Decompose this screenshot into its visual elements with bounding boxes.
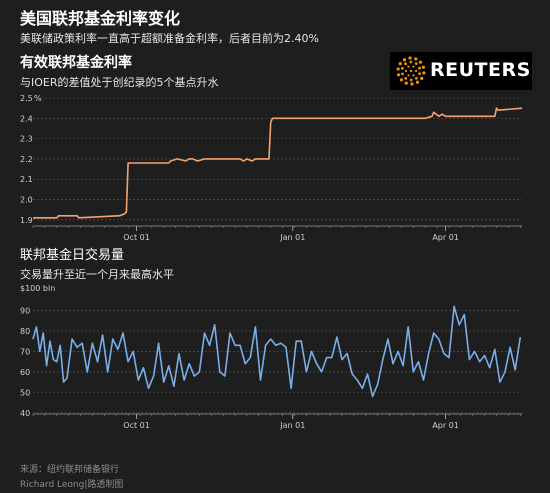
logo-dot bbox=[407, 65, 410, 68]
rate-xtick-label: Apr 01 bbox=[432, 233, 459, 242]
volume-ytick-label: 40 bbox=[20, 409, 30, 418]
chart2-subtitle: 交易量升至近一个月来最高水平 bbox=[20, 268, 174, 281]
chart1-subtitle: 与IOER的差值处于创纪录的5个基点升水 bbox=[20, 76, 219, 89]
logo-dot bbox=[418, 72, 421, 76]
rate-series-line bbox=[33, 107, 523, 219]
volume-xtick-label: Jan 01 bbox=[279, 421, 305, 430]
logo-dot bbox=[421, 65, 426, 69]
logo-dot bbox=[401, 66, 404, 70]
logo-dot bbox=[404, 81, 408, 85]
logo-dot bbox=[415, 80, 420, 84]
reuters-logo-text: REUTERS bbox=[430, 59, 531, 81]
logo-dot bbox=[414, 62, 418, 66]
reuters-logo: REUTERS bbox=[390, 52, 532, 90]
source-note: 来源：纽约联邦储备银行 bbox=[20, 465, 120, 475]
chart1-title: 有效联邦基金利率 bbox=[20, 55, 132, 71]
logo-dot bbox=[414, 69, 418, 73]
volume-unit-label: $100 bln bbox=[20, 284, 55, 293]
reuters-dot-sphere-icon bbox=[396, 56, 426, 86]
rate-xtick-label: Jan 01 bbox=[279, 233, 305, 242]
rate-ytick-label: 2.0 bbox=[20, 196, 33, 205]
chart2-title: 联邦基金日交易量 bbox=[20, 248, 125, 263]
logo-dot bbox=[420, 76, 424, 80]
rate-ytick-label: 1.9 bbox=[20, 216, 33, 225]
rate-ytick-label: 2.2 bbox=[20, 155, 33, 164]
logo-dot bbox=[409, 69, 413, 73]
logo-dot bbox=[404, 69, 408, 73]
volume-xtick-label: Apr 01 bbox=[432, 421, 459, 430]
rate-ytick-label: 2.4 bbox=[20, 114, 33, 123]
rate-ytick-label: 2.1 bbox=[20, 175, 33, 184]
volume-xtick-label: Oct 01 bbox=[123, 421, 150, 430]
rate-xtick-label: Oct 01 bbox=[123, 233, 150, 242]
page-subtitle: 美联储政策利率一直高于超额准备金利率，后者目前为2.40% bbox=[20, 32, 319, 45]
logo-dot bbox=[404, 62, 408, 66]
logo-dot bbox=[414, 76, 418, 80]
logo-dot bbox=[407, 74, 410, 77]
volume-ytick-label: 60 bbox=[20, 368, 30, 377]
logo-dot bbox=[412, 65, 415, 68]
logo-dot bbox=[412, 74, 415, 77]
logo-dot bbox=[399, 78, 404, 82]
logo-dot bbox=[396, 67, 400, 71]
volume-ytick-label: 80 bbox=[20, 327, 30, 336]
volume-ytick-label: 90 bbox=[20, 306, 30, 315]
logo-dot bbox=[396, 73, 401, 77]
logo-dot bbox=[398, 62, 402, 66]
logo-dot bbox=[401, 72, 404, 76]
logo-dot bbox=[408, 56, 412, 60]
credit-note: Richard Leong|路透制图 bbox=[20, 480, 124, 490]
logo-dot bbox=[409, 78, 413, 82]
page-title: 美国联邦基金利率变化 bbox=[20, 9, 181, 28]
logo-dot bbox=[418, 66, 421, 70]
logo-dot bbox=[402, 58, 407, 62]
rate-unit-label: % bbox=[34, 94, 42, 103]
logo-dot bbox=[404, 76, 408, 80]
logo-dot bbox=[422, 71, 426, 75]
logo-dot bbox=[414, 57, 418, 61]
rate-ytick-label: 2.3 bbox=[20, 135, 33, 144]
logo-dot bbox=[418, 60, 423, 64]
logo-dot bbox=[409, 60, 413, 64]
volume-ytick-label: 50 bbox=[20, 388, 30, 397]
fed-funds-volume-chart: 40 50 60 70 80 90 $100 bln Oct 01 Jan 01 Apr 01 bbox=[20, 284, 522, 430]
rate-ytick-label: 2.5 bbox=[20, 94, 33, 103]
volume-ytick-label: 70 bbox=[20, 347, 30, 356]
fed-funds-rate-chart: 1.9 2.0 2.1 2.2 2.3 2.4 2.5 % Oct 01 Jan 01 Apr 01 bbox=[20, 94, 523, 242]
volume-series-line bbox=[32, 305, 522, 398]
logo-dot bbox=[410, 82, 414, 86]
